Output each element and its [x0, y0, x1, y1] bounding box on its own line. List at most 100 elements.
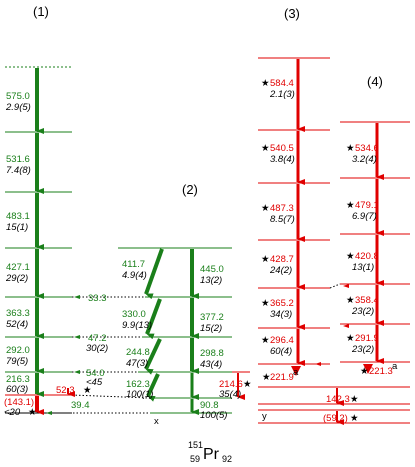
- dotted-link: [71, 394, 151, 399]
- energy-label: 54.0: [86, 368, 105, 379]
- energy-label: 427.1: [6, 262, 30, 273]
- superscript: a: [293, 367, 299, 378]
- energy-label: 52.3: [56, 385, 75, 396]
- intensity-label: 35(4): [219, 389, 241, 400]
- intensity-label: 79(5): [6, 356, 28, 367]
- star-icon: ★: [360, 366, 369, 377]
- intensity-label: 15(2): [200, 323, 222, 334]
- star-icon: ★: [346, 295, 355, 306]
- x-label: x: [154, 416, 159, 427]
- energy-label: 531.6: [6, 154, 30, 165]
- intensity-label: 8.5(7): [270, 214, 295, 225]
- energy-label: 365.2: [270, 298, 294, 309]
- energy-label: 540.5: [270, 143, 294, 154]
- star-icon: ★: [346, 200, 355, 211]
- intensity-label: 7.4(8): [6, 165, 31, 176]
- band-2-label: (2): [182, 182, 198, 197]
- energy-label: (59.2): [323, 413, 348, 424]
- band-3-label: (3): [284, 6, 300, 21]
- energy-label: 420.8: [355, 251, 379, 262]
- energy-label: 221.3: [369, 366, 393, 377]
- y-label: y: [262, 411, 267, 422]
- arrowhead: [291, 366, 301, 376]
- intensity-label: 13(1): [352, 262, 374, 273]
- star-icon: ★: [261, 335, 270, 346]
- intensity-label: 13(2): [200, 275, 222, 286]
- arrowhead: [315, 362, 321, 366]
- intensity-label: 3.8(4): [270, 154, 295, 165]
- star-icon: ★: [350, 394, 359, 405]
- intensity-label: <20: [4, 407, 21, 418]
- intensity-label: 4.9(4): [122, 270, 147, 281]
- intensity-label: 15(1): [6, 222, 28, 233]
- star-icon: ★: [243, 379, 252, 390]
- energy-label: 296.4: [270, 335, 294, 346]
- energy-label: 483.1: [6, 211, 30, 222]
- energy-label: 534.6: [355, 143, 379, 154]
- intensity-label: 2.1(3): [269, 89, 295, 100]
- energy-label: 292.0: [6, 345, 30, 356]
- intensity-label: 60(4): [270, 346, 292, 357]
- star-icon: ★: [83, 385, 92, 396]
- superscript: a: [392, 361, 398, 372]
- neutron-number: 92: [222, 454, 232, 464]
- band-1-label: (1): [33, 4, 49, 19]
- cross-arrow: [144, 248, 164, 300]
- cross-arrow: [144, 338, 162, 375]
- proton-number: 59: [190, 454, 200, 464]
- intensity-label: 9.9(13): [122, 320, 152, 331]
- intensity-label: 100(1): [126, 389, 153, 400]
- energy-label: 221.9: [270, 372, 294, 383]
- energy-label: 90.8: [200, 400, 219, 411]
- intensity-label: 2.9(5): [5, 102, 31, 113]
- energy-label: 330.0: [122, 309, 146, 320]
- intensity-label: <45: [86, 377, 103, 388]
- intensity-label: 52(4): [6, 319, 28, 330]
- arrowhead: [343, 284, 349, 288]
- intensity-label: 6.9(7): [352, 211, 377, 222]
- energy-label: 162.3: [126, 379, 150, 390]
- band-4: ★ 534.6 3.2(4) ★ 479.1 6.9(7) ★ 420.8 13…: [315, 121, 410, 377]
- energy-label: 358.4: [355, 295, 379, 306]
- arrowhead: [46, 411, 52, 415]
- band-3: ★ 584.4 2.1(3) ★ 540.5 3.8(4) ★ 487.3 8.…: [258, 57, 330, 383]
- mass-number: 151: [188, 440, 203, 450]
- cross-arrow: [146, 373, 160, 402]
- band-2: 445.0 13(2) 377.2 15(2) 298.8 43(4) 411.…: [45, 247, 252, 427]
- energy-label: 377.2: [200, 312, 224, 323]
- energy-label: 244.8: [126, 347, 150, 358]
- star-icon: ★: [28, 407, 37, 418]
- energy-label: 298.8: [200, 348, 224, 359]
- band-4-label: (4): [367, 74, 383, 89]
- star-icon: ★: [261, 254, 270, 265]
- energy-label: 33.3: [88, 293, 107, 304]
- star-icon: ★: [346, 143, 355, 154]
- intensity-label: 30(2): [86, 343, 108, 354]
- intensity-label: 47(3): [126, 358, 148, 369]
- intensity-label: 60(3): [6, 384, 28, 395]
- intensity-label: 3.2(4): [352, 154, 377, 165]
- star-icon: ★: [346, 251, 355, 262]
- energy-label: 428.7: [270, 254, 294, 265]
- energy-label: 445.0: [200, 264, 224, 275]
- arrowhead: [343, 324, 349, 328]
- intensity-label: 24(2): [269, 265, 292, 276]
- intensity-label: 23(2): [351, 306, 374, 317]
- energy-label: 411.7: [122, 259, 145, 270]
- energy-label: (143.1): [4, 397, 34, 408]
- intensity-label: 43(4): [200, 359, 222, 370]
- energy-label: 39.4: [71, 400, 90, 411]
- nucleus-label: 151 59 Pr 92: [188, 440, 232, 464]
- arrowhead: [363, 364, 373, 374]
- energy-label: 584.4: [270, 78, 294, 89]
- star-icon: ★: [261, 143, 270, 154]
- energy-label: 575.0: [6, 91, 30, 102]
- intensity-label: 100(5): [200, 410, 227, 421]
- arrowhead: [74, 295, 80, 299]
- star-icon: ★: [350, 413, 359, 424]
- intensity-label: 29(2): [5, 273, 28, 284]
- intensity-label: 34(3): [270, 309, 292, 320]
- energy-label: 487.3: [270, 203, 294, 214]
- element-symbol: Pr: [203, 446, 220, 463]
